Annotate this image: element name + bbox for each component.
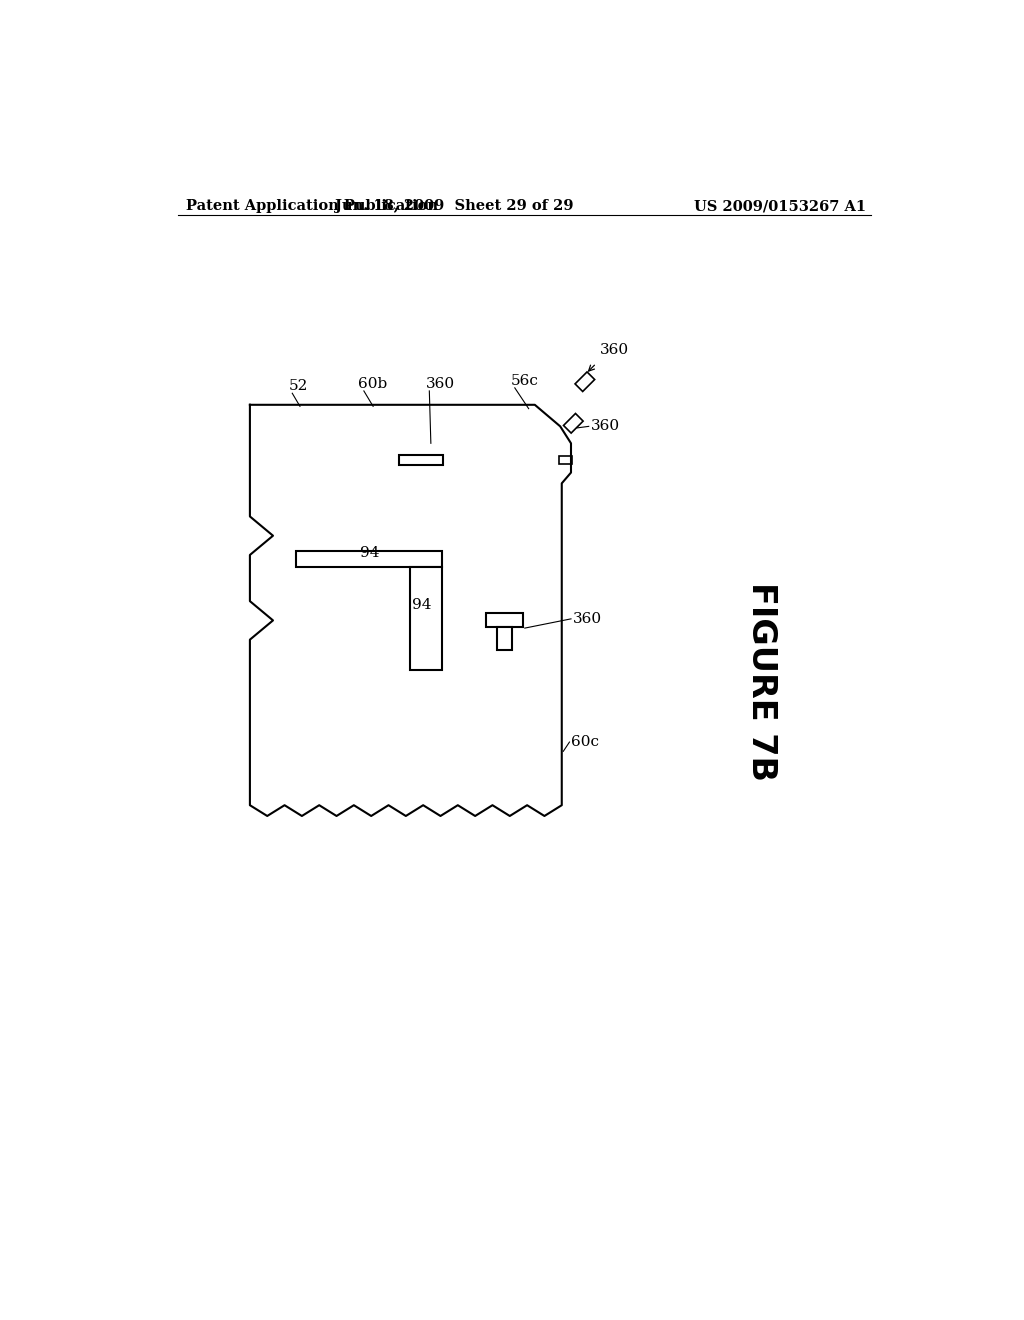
Text: Patent Application Publication: Patent Application Publication xyxy=(186,199,438,213)
Text: 94: 94 xyxy=(359,545,379,560)
Text: 94: 94 xyxy=(413,598,432,612)
Bar xyxy=(410,566,442,671)
Text: 60b: 60b xyxy=(357,378,387,391)
Text: 56c: 56c xyxy=(511,374,539,388)
Text: FIGURE 7B: FIGURE 7B xyxy=(745,582,778,781)
Text: 52: 52 xyxy=(289,379,308,393)
Text: 360: 360 xyxy=(591,420,621,433)
Bar xyxy=(575,372,595,392)
Bar xyxy=(559,455,571,465)
Text: Jun. 18, 2009  Sheet 29 of 29: Jun. 18, 2009 Sheet 29 of 29 xyxy=(335,199,573,213)
Text: US 2009/0153267 A1: US 2009/0153267 A1 xyxy=(694,199,866,213)
Text: 360: 360 xyxy=(600,343,630,358)
Text: 60c: 60c xyxy=(571,735,599,748)
Bar xyxy=(486,612,523,627)
Bar xyxy=(497,627,512,649)
Bar xyxy=(398,455,443,465)
Text: 360: 360 xyxy=(573,612,602,626)
Bar xyxy=(296,552,442,566)
Text: 360: 360 xyxy=(425,378,455,391)
Bar xyxy=(563,413,583,433)
